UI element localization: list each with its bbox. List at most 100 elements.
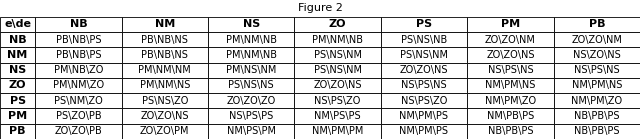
Text: NM\PS\PS: NM\PS\PS bbox=[314, 111, 361, 121]
Bar bbox=[467, 124, 554, 139]
Text: NM: NM bbox=[155, 19, 175, 29]
Text: NM\PS\PM: NM\PS\PM bbox=[227, 126, 276, 136]
Bar bbox=[0, 108, 35, 124]
Bar bbox=[467, 32, 554, 47]
Bar bbox=[35, 93, 122, 108]
Bar bbox=[467, 108, 554, 124]
Bar bbox=[35, 32, 122, 47]
Bar bbox=[294, 47, 381, 63]
Bar bbox=[208, 78, 294, 93]
Text: PM\NB\ZO: PM\NB\ZO bbox=[54, 65, 103, 75]
Bar bbox=[554, 78, 640, 93]
Text: ZO\ZO\PM: ZO\ZO\PM bbox=[140, 126, 189, 136]
Bar bbox=[35, 78, 122, 93]
Bar bbox=[381, 17, 467, 32]
Text: Figure 2: Figure 2 bbox=[298, 3, 342, 13]
Text: PB\NB\PS: PB\NB\PS bbox=[56, 50, 101, 60]
Bar bbox=[208, 17, 294, 32]
Text: ZO\ZO\NM: ZO\ZO\NM bbox=[572, 35, 622, 45]
Text: NB: NB bbox=[70, 19, 87, 29]
Text: ZO\ZO\NM: ZO\ZO\NM bbox=[485, 35, 536, 45]
Bar bbox=[294, 124, 381, 139]
Bar bbox=[0, 32, 35, 47]
Text: NM\PM\PS: NM\PM\PS bbox=[399, 126, 449, 136]
Bar bbox=[381, 108, 467, 124]
Text: NS\PS\NS: NS\PS\NS bbox=[401, 80, 447, 90]
Bar bbox=[208, 93, 294, 108]
Bar bbox=[294, 17, 381, 32]
Bar bbox=[35, 124, 122, 139]
Text: NM: NM bbox=[8, 50, 28, 60]
Text: PM\NM\ZO: PM\NM\ZO bbox=[53, 80, 104, 90]
Bar bbox=[35, 108, 122, 124]
Text: PS\ZO\PB: PS\ZO\PB bbox=[56, 111, 101, 121]
Bar bbox=[0, 78, 35, 93]
Text: NM\PM\PS: NM\PM\PS bbox=[399, 111, 449, 121]
Text: PB\NB\NS: PB\NB\NS bbox=[141, 50, 188, 60]
Text: ZO\ZO\ZO: ZO\ZO\ZO bbox=[227, 96, 276, 106]
Bar bbox=[381, 124, 467, 139]
Text: NS\PS\ZO: NS\PS\ZO bbox=[401, 96, 447, 106]
Text: e\de: e\de bbox=[4, 19, 31, 29]
Text: PM\NM\NB: PM\NM\NB bbox=[312, 35, 363, 45]
Text: ZO\ZO\PB: ZO\ZO\PB bbox=[54, 126, 102, 136]
Text: ZO\ZO\NS: ZO\ZO\NS bbox=[486, 50, 534, 60]
Bar bbox=[381, 78, 467, 93]
Bar bbox=[294, 93, 381, 108]
Text: PM\NM\NS: PM\NM\NS bbox=[140, 80, 190, 90]
Bar bbox=[122, 93, 208, 108]
Bar bbox=[122, 124, 208, 139]
Bar bbox=[554, 32, 640, 47]
Bar bbox=[122, 17, 208, 32]
Bar bbox=[467, 93, 554, 108]
Text: PB: PB bbox=[589, 19, 605, 29]
Bar bbox=[122, 63, 208, 78]
Text: NM\PM\ZO: NM\PM\ZO bbox=[572, 96, 622, 106]
Bar bbox=[554, 63, 640, 78]
Text: NS\PS\PS: NS\PS\PS bbox=[229, 111, 273, 121]
Text: PS: PS bbox=[416, 19, 432, 29]
Text: PS\NS\NB: PS\NS\NB bbox=[401, 35, 447, 45]
Bar bbox=[208, 124, 294, 139]
Text: PM: PM bbox=[8, 111, 27, 121]
Text: PM\NM\NB: PM\NM\NB bbox=[226, 50, 276, 60]
Bar bbox=[381, 47, 467, 63]
Text: NB\PB\PS: NB\PB\PS bbox=[488, 126, 533, 136]
Text: PS\NS\NM: PS\NS\NM bbox=[400, 50, 448, 60]
Text: NM\PM\NS: NM\PM\NS bbox=[485, 80, 536, 90]
Bar bbox=[122, 47, 208, 63]
Text: NS\PS\NS: NS\PS\NS bbox=[488, 65, 533, 75]
Bar bbox=[294, 78, 381, 93]
Text: PS\NS\ZO: PS\NS\ZO bbox=[141, 96, 188, 106]
Bar bbox=[122, 108, 208, 124]
Bar bbox=[467, 78, 554, 93]
Text: NM\PM\PM: NM\PM\PM bbox=[312, 126, 364, 136]
Text: PS\NS\NS: PS\NS\NS bbox=[228, 80, 274, 90]
Bar bbox=[0, 93, 35, 108]
Text: PM\NM\NM: PM\NM\NM bbox=[138, 65, 191, 75]
Bar bbox=[0, 17, 35, 32]
Text: NS\PS\ZO: NS\PS\ZO bbox=[314, 96, 361, 106]
Text: NS: NS bbox=[243, 19, 260, 29]
Bar bbox=[554, 47, 640, 63]
Text: NM\PM\NS: NM\PM\NS bbox=[572, 80, 622, 90]
Bar bbox=[467, 63, 554, 78]
Bar bbox=[35, 17, 122, 32]
Text: ZO: ZO bbox=[329, 19, 346, 29]
Text: PS: PS bbox=[10, 96, 26, 106]
Text: PB\NB\NS: PB\NB\NS bbox=[141, 35, 188, 45]
Text: ZO: ZO bbox=[9, 80, 26, 90]
Text: NB\PB\PS: NB\PB\PS bbox=[574, 111, 620, 121]
Text: NS\ZO\NS: NS\ZO\NS bbox=[573, 50, 621, 60]
Bar bbox=[0, 47, 35, 63]
Text: NS\PS\NS: NS\PS\NS bbox=[574, 65, 620, 75]
Text: NS: NS bbox=[9, 65, 26, 75]
Text: ZO\ZO\NS: ZO\ZO\NS bbox=[141, 111, 189, 121]
Bar bbox=[0, 63, 35, 78]
Bar bbox=[35, 63, 122, 78]
Bar bbox=[554, 124, 640, 139]
Text: PS\NM\ZO: PS\NM\ZO bbox=[54, 96, 103, 106]
Text: NB\PB\PS: NB\PB\PS bbox=[574, 126, 620, 136]
Bar bbox=[381, 93, 467, 108]
Bar bbox=[35, 47, 122, 63]
